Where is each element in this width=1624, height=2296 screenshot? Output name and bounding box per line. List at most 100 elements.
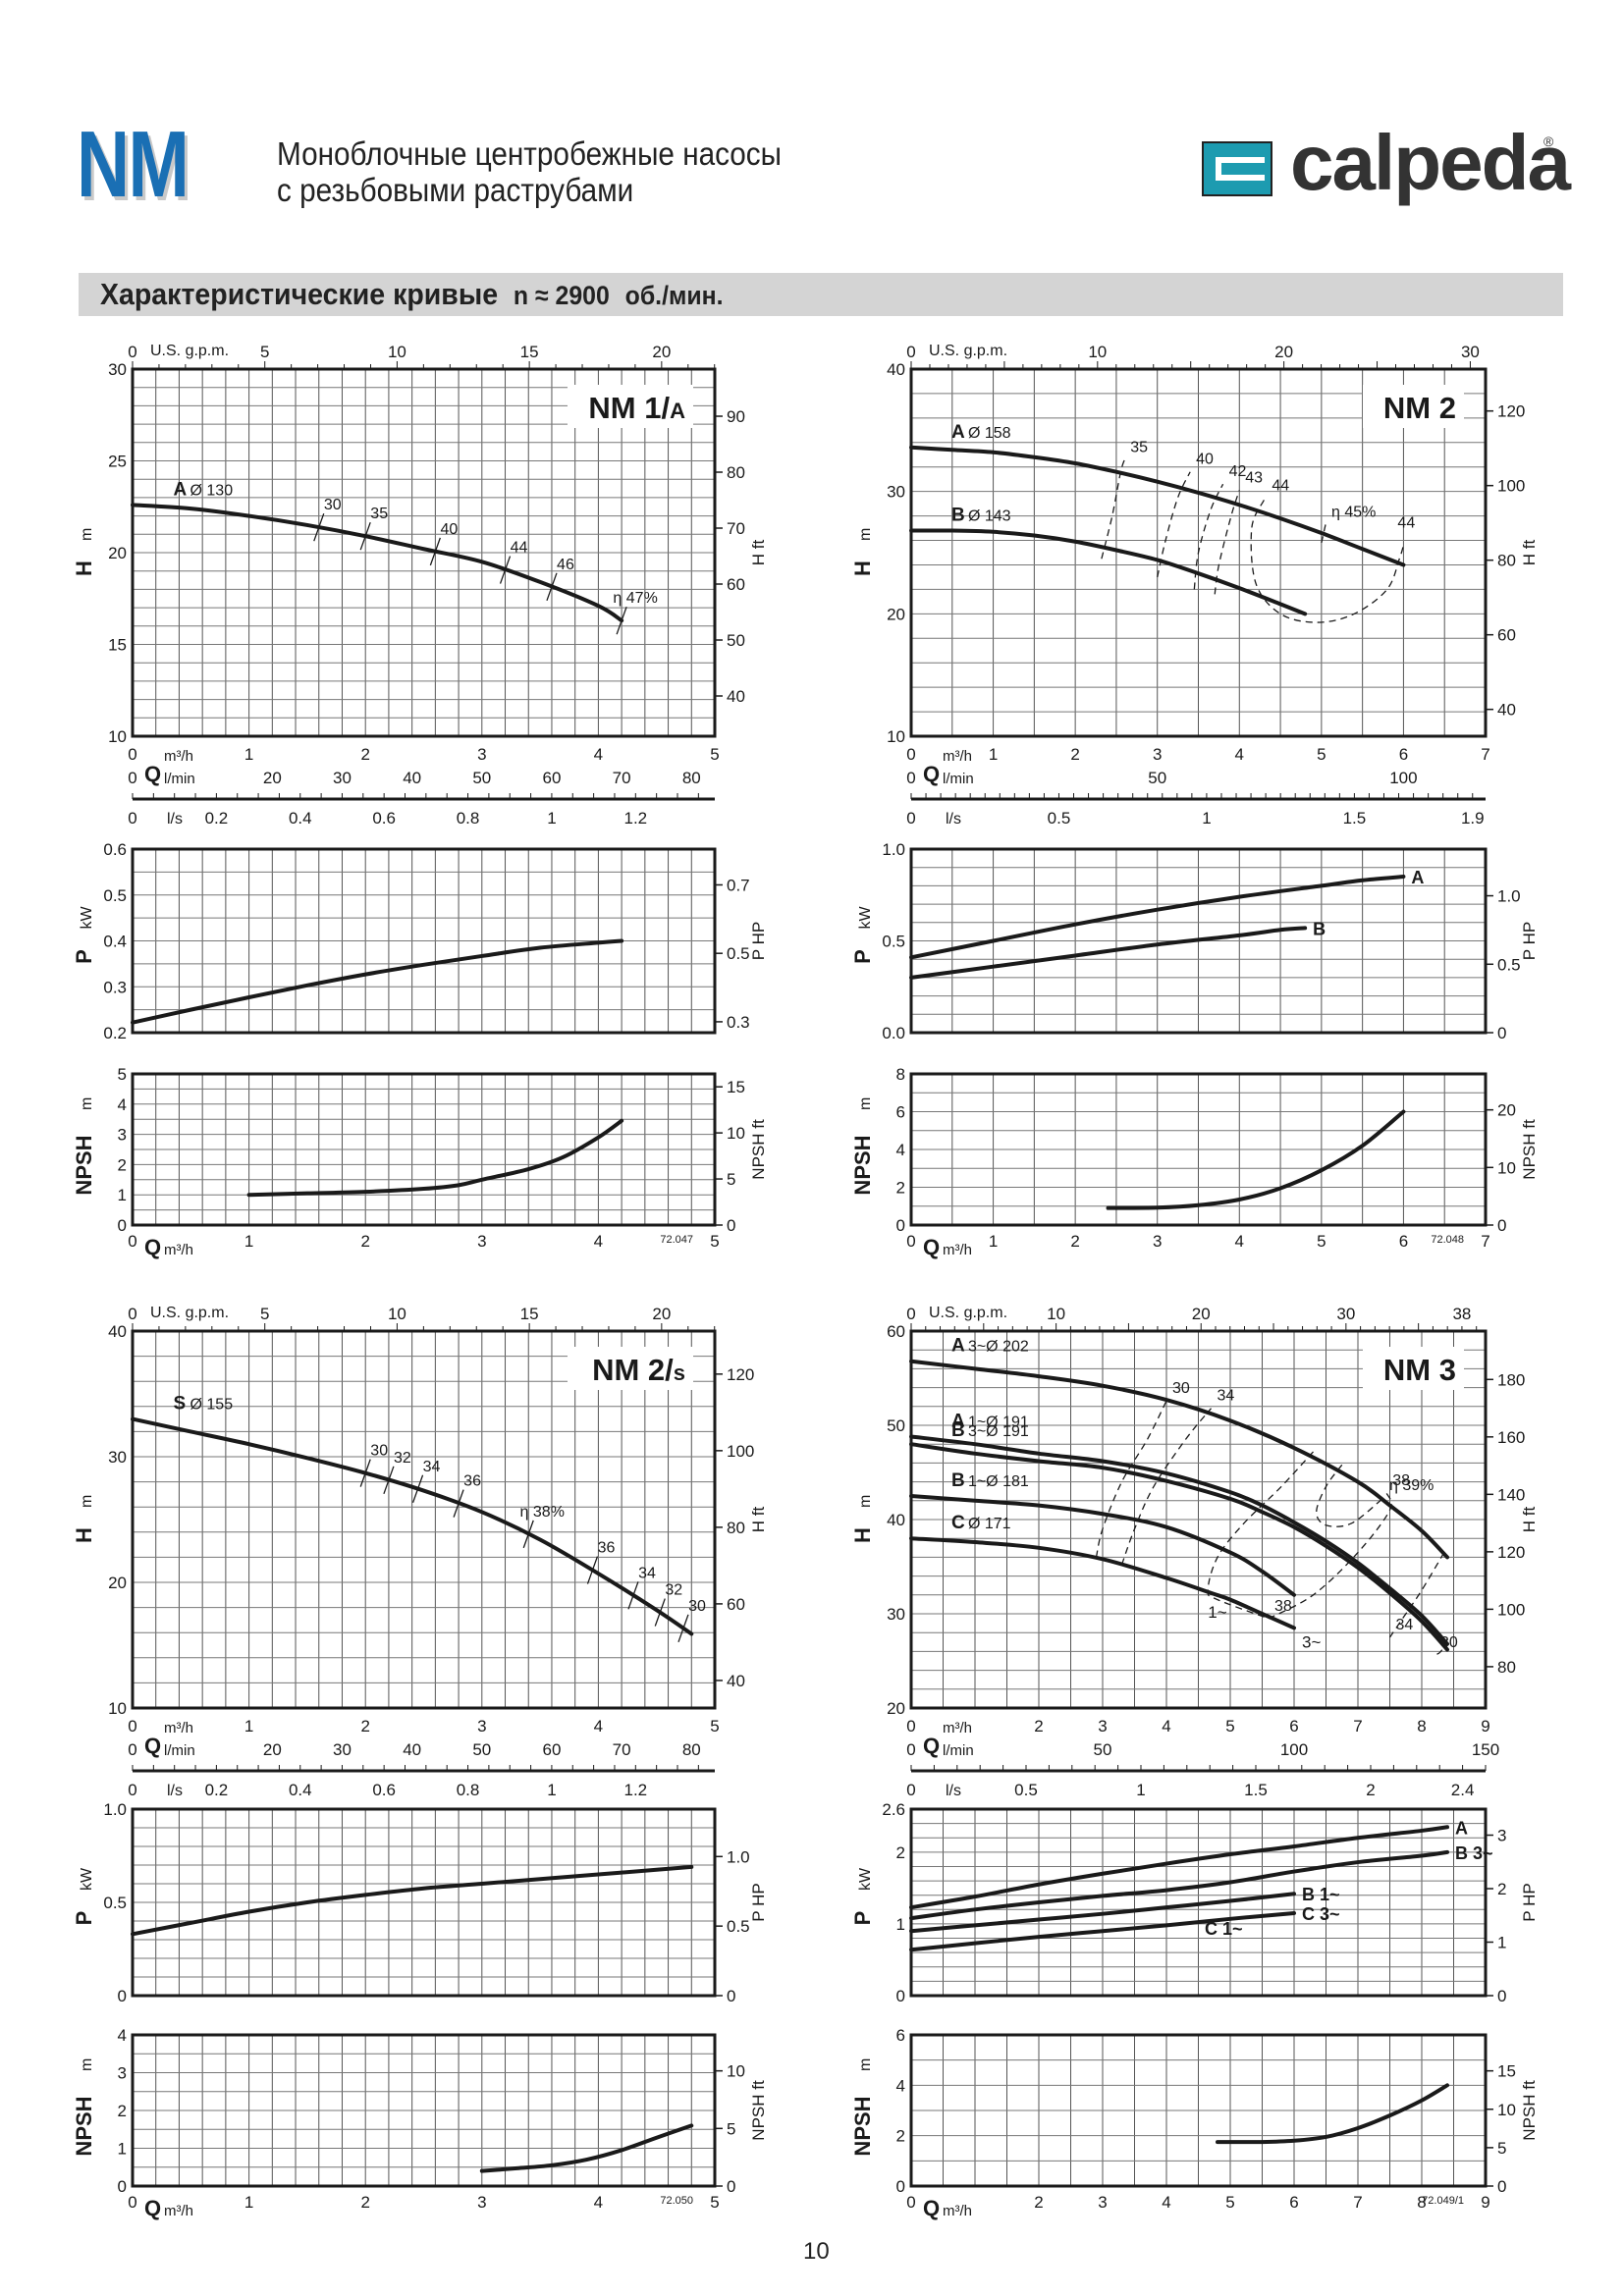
y2-tick-label: 0.5 [727,944,750,963]
y-tick-label: 0 [896,2177,905,2196]
y2-axis-label: P HP [1520,1883,1539,1921]
chart-panel: 0 10 20 30 38U.S. g.p.m.20304050608010012014… [850,1305,1539,2220]
y-tick-label: 25 [108,453,127,471]
y2-tick-label: 100 [727,1442,754,1461]
q-tick-label: 5 [710,1232,719,1251]
ls-tick-label: 0.8 [457,1781,480,1799]
y-axis-label: H [72,561,96,576]
plot-frame [131,1072,717,1227]
usgpm-tick-label: 10 [1088,343,1107,361]
curve-name: A [174,479,188,500]
head-curve-a [909,445,1406,567]
y-tick-label: 20 [887,605,905,623]
y2-tick-label: 50 [727,631,745,650]
y-tick-label: 1.0 [882,840,905,859]
lmin-tick-label: 100 [1280,1740,1308,1759]
lmin-tick-label: 50 [1094,1740,1112,1759]
lmin-tick-label: 50 [1148,769,1166,787]
npsh-plot: 0 2 4 6 8 0 10 20 NPSH m NPSH ft [850,1065,1539,1235]
power-curve-label: C 3~ [1302,1904,1340,1924]
q-tick-label: 3 [477,1232,486,1251]
y2-tick-label: 100 [1497,1600,1525,1619]
q-axis-unit: m³/h [943,748,972,765]
curve-diameter: Ø 143 [968,508,1011,525]
efficiency-label: 46 [557,557,574,573]
power-curve [131,938,624,1025]
usgpm-tick-label: 20 [1192,1305,1211,1323]
y-tick-label: 0.0 [882,1024,905,1042]
q-tick-label: 0 [128,1717,136,1735]
y-tick-label: 4 [896,1141,905,1159]
power-curve [909,875,1406,960]
ls-tick-label: 0.2 [205,809,229,828]
y2-axis-label: H ft [749,540,768,566]
ls-tick-label: 0 [906,809,915,828]
usgpm-tick-label: 15 [520,1305,539,1323]
y-tick-label: 8 [896,1065,905,1084]
efficiency-label: 40 [1196,452,1214,468]
y-tick-label: 3 [118,1126,127,1145]
y-axis-label: H [72,1527,96,1543]
efficiency-curve [1250,500,1405,623]
efficiency-curve [1101,459,1125,560]
lmin-tick-label: 40 [403,769,421,787]
q-tick-label: 0 [906,1232,915,1251]
curve-label: B 3~Ø 191 [951,1420,1029,1441]
ls-tick-label: 1.5 [1244,1781,1268,1799]
usgpm-axis-label: U.S. g.p.m. [929,1305,1007,1321]
curve-diameter: Ø 171 [968,1516,1011,1532]
efficiency-tick [654,1598,666,1627]
q-tick-label: 8 [1417,1717,1426,1735]
calpeda-logo: calpeda ® [1200,124,1573,216]
efficiency-label: 38 [1274,1598,1292,1615]
chart-title-main: NM 1/ [588,391,670,425]
efficiency-tick [313,512,325,542]
q-tick-label: 2 [1070,745,1079,764]
q-tick-label: 7 [1353,2193,1362,2212]
y2-tick-label: 0 [727,2177,735,2196]
title-background [568,385,693,428]
efficiency-label: 43 [1245,469,1263,486]
y-axis-unit: m [79,528,95,541]
y2-axis-label: NPSH ft [749,2080,768,2141]
power-plot: 0.2 0.3 0.4 0.5 0.6 0.3 0.5 0.7 PkW P HP [72,840,768,1042]
q-tick-label: 4 [594,745,603,764]
y-tick-label: 2.6 [882,1800,905,1819]
q-tick-label: 5 [1317,1232,1326,1251]
q-tick-label: 4 [1162,2193,1170,2212]
y2-tick-label: 5 [1497,2139,1506,2158]
efficiency-label: 32 [665,1582,682,1599]
y2-tick-label: 80 [1497,1658,1516,1677]
head-curve-a [909,1359,1449,1560]
curve-diameter: Ø 130 [190,482,234,499]
ls-tick-label: 0.5 [1014,1781,1038,1799]
y-tick-label: 50 [887,1416,905,1435]
y2-axis-label: NPSH ft [1520,1119,1539,1180]
q-tick-label: 2 [360,1232,369,1251]
drawing-code: 72.047 [660,1234,693,1246]
efficiency-tick [522,1520,534,1549]
efficiency-curve [1095,1400,1167,1558]
y-tick-label: 15 [108,636,127,655]
q-tick-label: 5 [1225,1717,1234,1735]
q-tick-label: 3 [1098,2193,1107,2212]
lmin-axis-label: l/min [943,771,974,787]
ls-tick-label: 2 [1366,1781,1375,1799]
q-axis-unit: m³/h [164,2203,193,2219]
y2-tick-label: 40 [1497,701,1516,720]
efficiency-curve [1157,471,1191,578]
y-tick-label: 2 [896,1843,905,1862]
q-axis-label: Q [923,1734,940,1758]
y2-tick-label: 0 [727,1987,735,2005]
q-tick-label: 1 [244,2193,253,2212]
efficiency-label: 34 [1396,1617,1414,1633]
efficiency-label: 35 [1130,439,1148,455]
q-tick-label: 3 [477,2193,486,2212]
chart-panel: 0 5 10 15 20U.S. g.p.m.101520253040506070809… [72,343,768,1259]
lmin-tick-label: 70 [613,769,631,787]
y2-tick-label: 0 [1497,1216,1506,1235]
y2-tick-label: 10 [727,2062,745,2081]
efficiency-tick [359,521,371,551]
curve-name: A [951,1412,965,1432]
